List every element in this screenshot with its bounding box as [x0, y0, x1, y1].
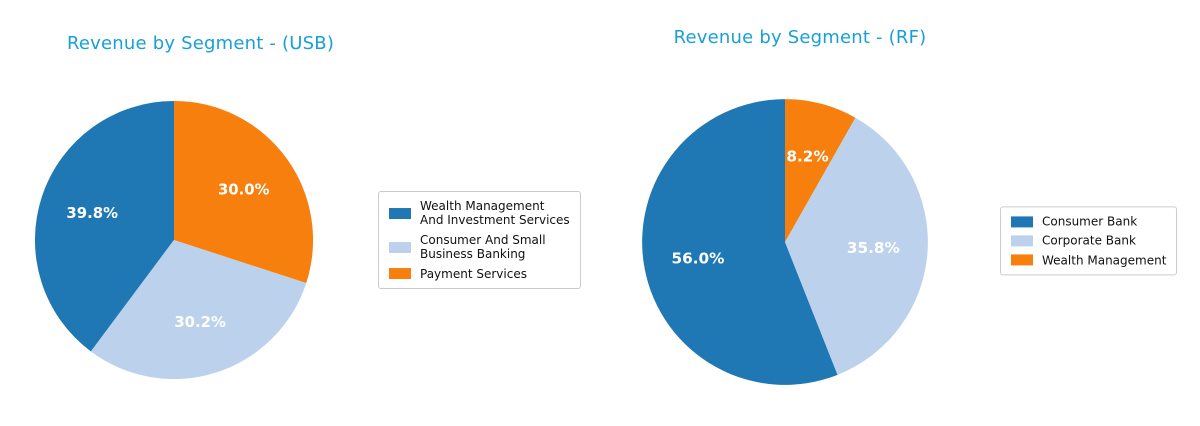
- legend-swatch: [1011, 216, 1033, 228]
- legend-label: Payment Services: [420, 266, 527, 281]
- legend-item: Consumer Bank: [1011, 214, 1166, 228]
- slice-percent-label: 8.2%: [786, 147, 828, 165]
- legend-swatch: [389, 241, 411, 253]
- legend-swatch: [389, 207, 411, 219]
- legend-label: Wealth Management And Investment Service…: [420, 199, 570, 228]
- chart-rf: Revenue by Segment - (RF) 56.0% 35.8% 8.2%…: [600, 0, 1200, 426]
- chart-title-rf: Revenue by Segment - (RF): [673, 27, 927, 48]
- legend-rf: Consumer Bank Corporate Bank Wealth Manage…: [1000, 206, 1178, 276]
- legend-item: Wealth Management: [1011, 253, 1166, 267]
- chart-usb: Revenue by Segment - (USB) 39.8% 30.2% 30.…: [34, 33, 581, 380]
- slice-percent-label: 30.2%: [174, 313, 226, 331]
- legend-label: Corporate Bank: [1042, 233, 1136, 248]
- pie-chart-usb: 39.8% 30.2% 30.0%: [34, 100, 314, 380]
- pie-slice: [642, 99, 838, 385]
- legend-swatch: [389, 268, 411, 280]
- pie-slice: [785, 99, 856, 242]
- pie-slice: [174, 100, 314, 283]
- legend-label: Wealth Management: [1042, 253, 1167, 268]
- legend-item: Wealth Management And Investment Service…: [389, 199, 570, 228]
- pie-slice: [90, 240, 307, 380]
- slice-percent-label: 56.0%: [672, 250, 725, 268]
- slice-percent-label: 39.8%: [66, 204, 118, 222]
- slice-percent-label: 30.0%: [218, 180, 270, 198]
- chart-title-usb: Revenue by Segment - (USB): [67, 33, 335, 54]
- slice-percent-label: 35.8%: [847, 239, 900, 257]
- legend-swatch: [1011, 235, 1033, 247]
- pie-slice: [785, 117, 928, 375]
- legend-item: Consumer And Small Business Banking: [389, 233, 570, 262]
- legend-label: Consumer And Small Business Banking: [420, 232, 546, 262]
- pie-slice: [34, 100, 174, 352]
- legend-usb: Wealth Management And Investment Service…: [378, 191, 581, 289]
- legend-item: Corporate Bank: [1011, 234, 1166, 248]
- legend-item: Payment Services: [389, 267, 570, 281]
- pie-chart-rf: 56.0% 35.8% 8.2%: [642, 99, 928, 385]
- legend-label: Consumer Bank: [1042, 214, 1138, 229]
- legend-swatch: [1011, 254, 1033, 266]
